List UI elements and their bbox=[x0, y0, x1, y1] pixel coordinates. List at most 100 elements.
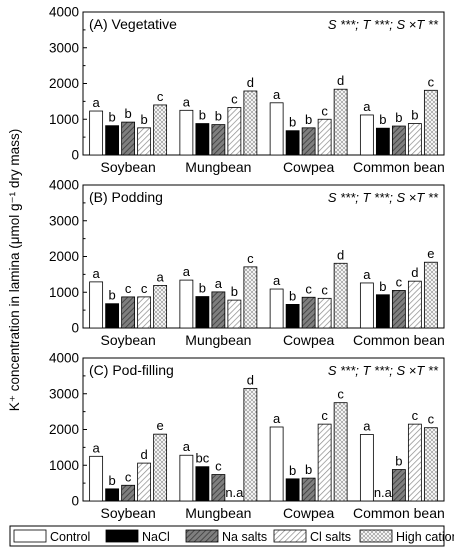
bar-nacl bbox=[195, 296, 210, 329]
significance-letter: b bbox=[199, 281, 206, 296]
significance-letter: c bbox=[125, 281, 132, 296]
significance-letter: c bbox=[428, 412, 435, 427]
bar-nacl bbox=[195, 466, 210, 502]
y-tick-label: 1000 bbox=[49, 112, 79, 127]
bar-nacl bbox=[375, 294, 390, 329]
significance-letter: b bbox=[305, 462, 312, 477]
category-label: Mungbean bbox=[185, 159, 251, 175]
y-tick-label: 2000 bbox=[49, 422, 79, 437]
bar-hc bbox=[333, 88, 348, 156]
significance-letter: b bbox=[109, 288, 116, 303]
bar-control bbox=[359, 282, 374, 329]
significance-letter: d bbox=[247, 75, 254, 90]
legend: Control NaCl Na salts Cl salts High cation bbox=[9, 525, 454, 547]
significance-letter: d bbox=[141, 447, 148, 462]
bar-cl bbox=[407, 123, 422, 156]
bar-control bbox=[359, 434, 374, 502]
plot-frame bbox=[82, 11, 445, 156]
legend-swatch-na bbox=[185, 529, 219, 543]
panel-1: 0 1000 2000 3000 4000 (A) Vegetative S ***; T … bbox=[49, 5, 445, 176]
legend-swatch-nacl bbox=[105, 529, 139, 543]
plot-frame bbox=[82, 357, 445, 502]
category-label: Common bean bbox=[353, 159, 445, 175]
bar-cl bbox=[407, 423, 422, 502]
significance-letter: d bbox=[247, 372, 254, 387]
significance-letter: a bbox=[215, 276, 223, 291]
significance-letter: a bbox=[363, 419, 371, 434]
y-tick-label: 3000 bbox=[49, 40, 79, 55]
significance-letter: d bbox=[411, 265, 418, 280]
y-tick-label: 0 bbox=[71, 321, 79, 336]
bar-cl bbox=[227, 299, 242, 329]
significance-letter: a bbox=[363, 267, 371, 282]
bar-cl bbox=[137, 296, 152, 329]
bar-cl bbox=[317, 297, 332, 329]
significance-letter: c bbox=[321, 282, 328, 297]
bar-cl bbox=[407, 280, 422, 329]
category-label: Mungbean bbox=[185, 505, 251, 521]
bar-na bbox=[121, 484, 136, 502]
significance-letter: a bbox=[93, 266, 101, 281]
bar-hc bbox=[333, 402, 348, 502]
y-axis-label: K⁺ concentration in lamina (μmol g⁻¹ dry… bbox=[7, 129, 22, 411]
significance-letter: b bbox=[289, 288, 296, 303]
bar-na bbox=[391, 290, 406, 329]
bar-na bbox=[301, 127, 316, 156]
bar-control bbox=[89, 110, 104, 156]
significance-letter: a bbox=[183, 264, 191, 279]
significance-letter: b bbox=[305, 112, 312, 127]
bar-control bbox=[269, 288, 284, 329]
bar-hc bbox=[423, 89, 438, 156]
significance-letter: b bbox=[289, 115, 296, 130]
bar-hc bbox=[423, 261, 438, 329]
significance-letter: c bbox=[321, 408, 328, 423]
bar-na bbox=[301, 477, 316, 502]
significance-letter: b bbox=[141, 112, 148, 127]
significance-letter: c bbox=[125, 469, 132, 484]
bar-control bbox=[359, 114, 374, 156]
bar-na bbox=[211, 124, 226, 156]
bar-cl bbox=[227, 107, 242, 156]
significance-letter: a bbox=[183, 94, 191, 109]
category-label: Cowpea bbox=[283, 332, 335, 348]
bar-nacl bbox=[105, 303, 120, 329]
significance-letter: c bbox=[428, 74, 435, 89]
bar-na bbox=[211, 291, 226, 329]
legend-swatch-cl bbox=[273, 529, 307, 543]
category-label: Cowpea bbox=[283, 505, 335, 521]
panel-title: (B) Podding bbox=[89, 189, 163, 205]
panel-2: 0 1000 2000 3000 4000 (B) Podding S ***; T ***… bbox=[49, 178, 445, 349]
bar-nacl bbox=[285, 304, 300, 329]
bar-nacl bbox=[105, 488, 120, 502]
significance-letter: b bbox=[395, 454, 402, 469]
y-tick-label: 0 bbox=[71, 148, 79, 163]
significance-letter: c bbox=[247, 251, 254, 266]
bar-na bbox=[391, 469, 406, 502]
bar-hc bbox=[153, 433, 168, 502]
legend-label: High cation bbox=[396, 530, 454, 544]
legend-label: NaCl bbox=[142, 530, 170, 544]
y-tick-label: 3000 bbox=[49, 213, 79, 228]
significance-letter: c bbox=[215, 459, 222, 474]
significance-letter: b bbox=[379, 279, 386, 294]
category-label: Soybean bbox=[100, 505, 155, 521]
panel-title: (C) Pod-filling bbox=[89, 362, 174, 378]
legend-swatch-hc bbox=[359, 529, 393, 543]
y-tick-label: 1000 bbox=[49, 285, 79, 300]
bar-hc bbox=[243, 387, 258, 502]
significance-letter: b bbox=[289, 463, 296, 478]
y-tick-label: 1000 bbox=[49, 458, 79, 473]
significance-letter: bc bbox=[196, 451, 210, 466]
y-tick-label: 2000 bbox=[49, 249, 79, 264]
significance-letter: a bbox=[93, 440, 101, 455]
significance-letter: c bbox=[321, 103, 328, 118]
bar-control bbox=[269, 102, 284, 156]
significance-letter: b bbox=[199, 108, 206, 123]
bar-control bbox=[179, 454, 194, 502]
significance-letter: a bbox=[93, 95, 101, 110]
significance-letter: e bbox=[157, 418, 164, 433]
significance-letter: a bbox=[157, 269, 165, 284]
significance-letter: b bbox=[215, 109, 222, 124]
legend-label: Na salts bbox=[222, 530, 267, 544]
